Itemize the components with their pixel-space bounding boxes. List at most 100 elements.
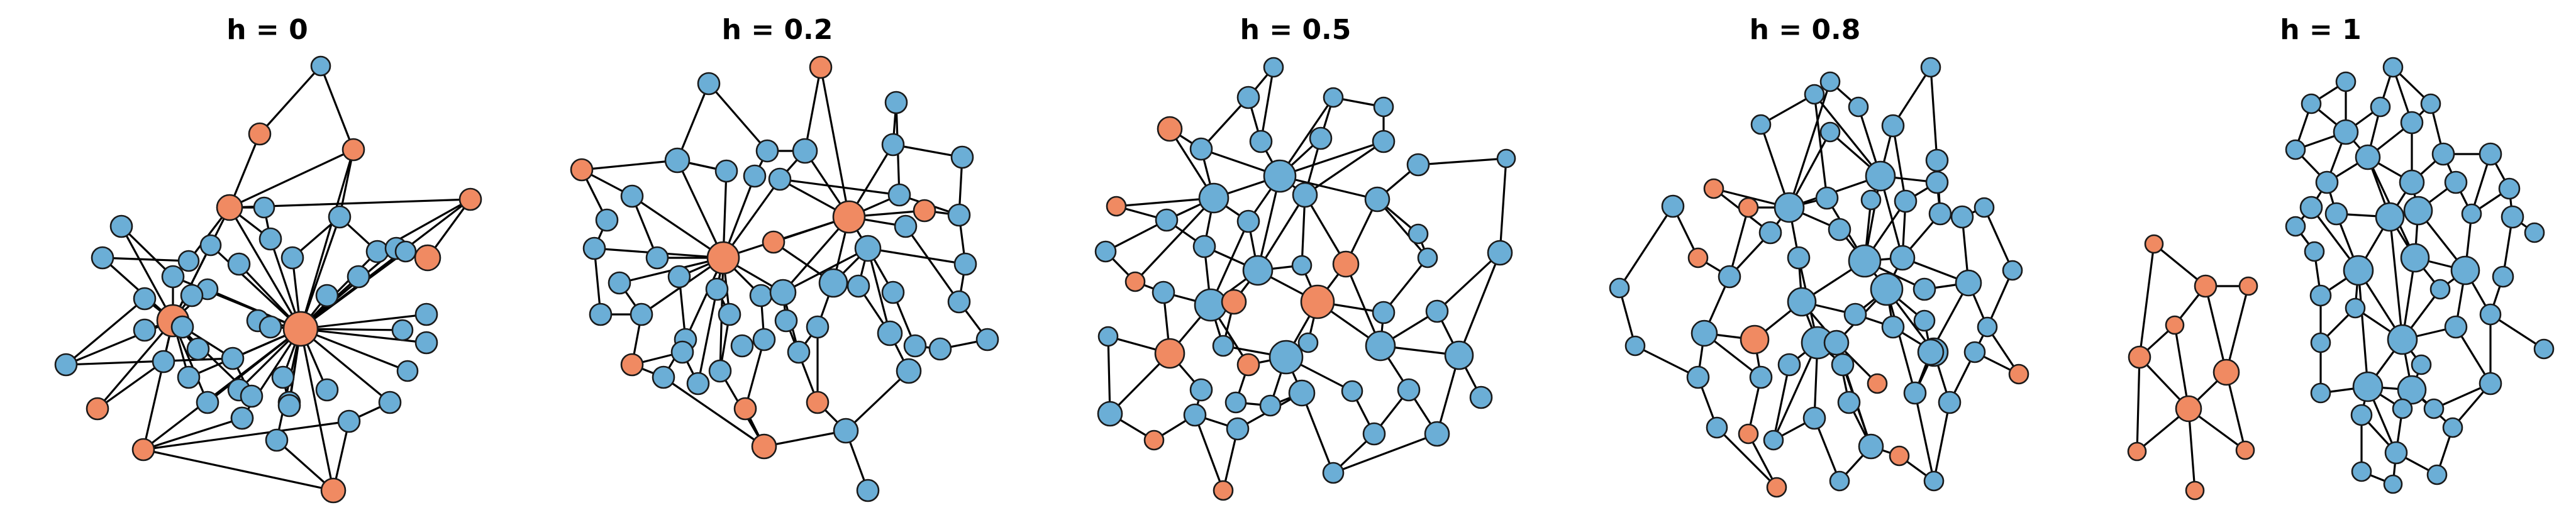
network-edge	[299, 250, 379, 330]
majority-node	[2351, 461, 2372, 482]
majority-node	[686, 372, 710, 396]
minority-node	[320, 477, 347, 504]
majority-node	[2400, 243, 2430, 273]
majority-node	[2304, 241, 2325, 262]
majority-node	[2352, 371, 2384, 402]
majority-node	[1829, 470, 1850, 492]
majority-node	[2479, 142, 2502, 166]
network-edge	[1279, 175, 1379, 201]
majority-node	[2002, 260, 2023, 281]
majority-node	[1763, 429, 1784, 451]
minority-node	[1157, 116, 1183, 142]
network-edge	[722, 216, 850, 259]
network-nodes	[1094, 57, 1516, 501]
network-edge	[1376, 198, 1429, 259]
majority-node	[2411, 354, 2432, 375]
majority-node	[1236, 86, 1260, 109]
network-edge	[2174, 324, 2190, 410]
panel-h0-2: h = 0.2	[570, 14, 999, 502]
majority-node	[2461, 203, 2482, 224]
minority-node	[2165, 315, 2185, 335]
majority-node	[2383, 474, 2403, 494]
network-edge	[1728, 206, 1750, 278]
majority-node	[1365, 330, 1396, 362]
majority-node	[1242, 255, 1274, 286]
minority-node	[341, 138, 365, 162]
majority-node	[1848, 244, 1882, 278]
network-edge	[782, 247, 869, 294]
network-edge	[1892, 66, 1932, 127]
network-edge	[1279, 140, 1385, 177]
majority-node	[1977, 316, 1998, 338]
majority-node	[2501, 205, 2524, 229]
minority-node	[86, 397, 109, 421]
majority-node	[1097, 401, 1123, 427]
majority-node	[1831, 353, 1855, 377]
majority-node	[1152, 280, 1175, 304]
majority-node	[2444, 315, 2468, 339]
minority-node	[706, 241, 740, 275]
network-edge	[96, 360, 165, 410]
network-edge	[1716, 426, 1778, 489]
majority-node	[177, 365, 201, 389]
majority-node	[2309, 284, 2332, 307]
minority-node	[248, 122, 272, 146]
panel-title-h0-5: h = 0.5	[1240, 14, 1352, 46]
network-edge	[299, 216, 341, 330]
majority-node	[1828, 218, 1852, 241]
majority-node	[2343, 255, 2374, 286]
minority-node	[2144, 234, 2164, 254]
majority-node	[975, 328, 999, 352]
majority-node	[1787, 246, 1811, 270]
network-edge	[1200, 96, 1250, 150]
majority-node	[743, 164, 767, 188]
network-edge	[2389, 216, 2404, 341]
network-edge	[142, 448, 335, 492]
minority-node	[2008, 363, 2029, 385]
majority-node	[2375, 202, 2405, 232]
majority-node	[1444, 340, 1474, 370]
majority-node	[589, 302, 613, 326]
majority-node	[177, 250, 200, 272]
network-edge	[1301, 392, 1335, 474]
majority-node	[133, 287, 157, 311]
minority-node	[2212, 358, 2240, 386]
majority-node	[1661, 194, 1685, 218]
majority-node	[1372, 301, 1396, 324]
majority-node	[854, 235, 882, 262]
majority-node	[2335, 71, 2357, 92]
majority-node	[2524, 222, 2545, 243]
majority-node	[896, 358, 922, 384]
majority-node	[608, 271, 631, 295]
minority-node	[733, 397, 757, 421]
majority-node	[1819, 121, 1841, 143]
majority-node	[54, 353, 78, 377]
majority-node	[1189, 137, 1213, 161]
majority-node	[1487, 240, 1513, 266]
majority-node	[2400, 111, 2424, 135]
network-edge	[120, 225, 174, 278]
network-edge	[1914, 392, 1935, 482]
panel-h1: h = 1	[2127, 14, 2555, 501]
minority-node	[1236, 353, 1260, 377]
majority-node	[2333, 119, 2359, 145]
majority-node	[1823, 329, 1850, 356]
network-edge	[2136, 356, 2141, 453]
majority-node	[1804, 84, 1825, 105]
network-edge	[1436, 252, 1501, 313]
network-edge	[631, 195, 724, 259]
majority-node	[1291, 255, 1313, 276]
majority-node	[1424, 421, 1450, 447]
majority-node	[1903, 381, 1927, 405]
minority-node	[1766, 477, 1787, 498]
majority-node	[595, 208, 619, 232]
majority-node	[884, 91, 908, 114]
minority-node	[1221, 289, 1247, 315]
majority-node	[2420, 93, 2441, 114]
network-edge	[101, 257, 190, 262]
majority-node	[877, 320, 903, 346]
majority-node	[769, 279, 797, 306]
majority-node	[1323, 87, 1344, 108]
majority-node	[818, 268, 848, 298]
network-edge	[2204, 285, 2228, 374]
